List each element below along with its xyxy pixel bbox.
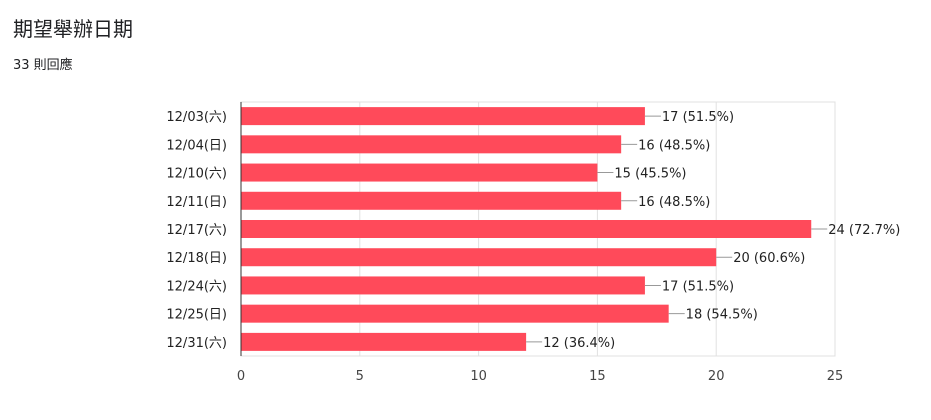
bar [241,107,645,126]
category-label: 12/17(六) [166,223,227,238]
x-tick-label: 25 [827,369,844,384]
x-tick-label: 15 [589,369,606,384]
category-label: 12/18(日) [166,251,227,266]
category-label: 12/03(六) [166,110,227,125]
bar [241,276,645,295]
bar [241,248,717,267]
x-tick-label: 20 [708,369,725,384]
x-tick-label: 0 [237,369,245,384]
data-label: 18 (54.5%) [686,308,758,323]
data-label: 24 (72.7%) [828,223,900,238]
x-tick-label: 5 [356,369,364,384]
bar [241,220,812,238]
category-label: 12/04(日) [166,138,227,153]
data-label: 16 (48.5%) [638,195,710,210]
x-tick-label: 10 [470,369,487,384]
data-label: 15 (45.5%) [614,167,686,182]
data-label: 16 (48.5%) [638,138,710,153]
question-title: 期望舉辦日期 [13,17,133,41]
data-label: 17 (51.5%) [662,279,734,294]
response-count: 33 則回應 [13,58,73,73]
data-label: 12 (36.4%) [543,336,615,351]
category-label: 12/31(六) [166,336,227,351]
category-label: 12/10(六) [166,167,227,182]
category-label: 12/24(六) [166,279,227,294]
bar [241,135,622,154]
data-label: 20 (60.6%) [733,251,805,266]
bar [241,163,598,182]
bar [241,304,669,323]
category-label: 12/25(日) [166,308,227,323]
data-label: 17 (51.5%) [662,110,734,125]
bar [241,332,527,351]
bar [241,191,622,210]
category-label: 12/11(日) [166,195,227,210]
